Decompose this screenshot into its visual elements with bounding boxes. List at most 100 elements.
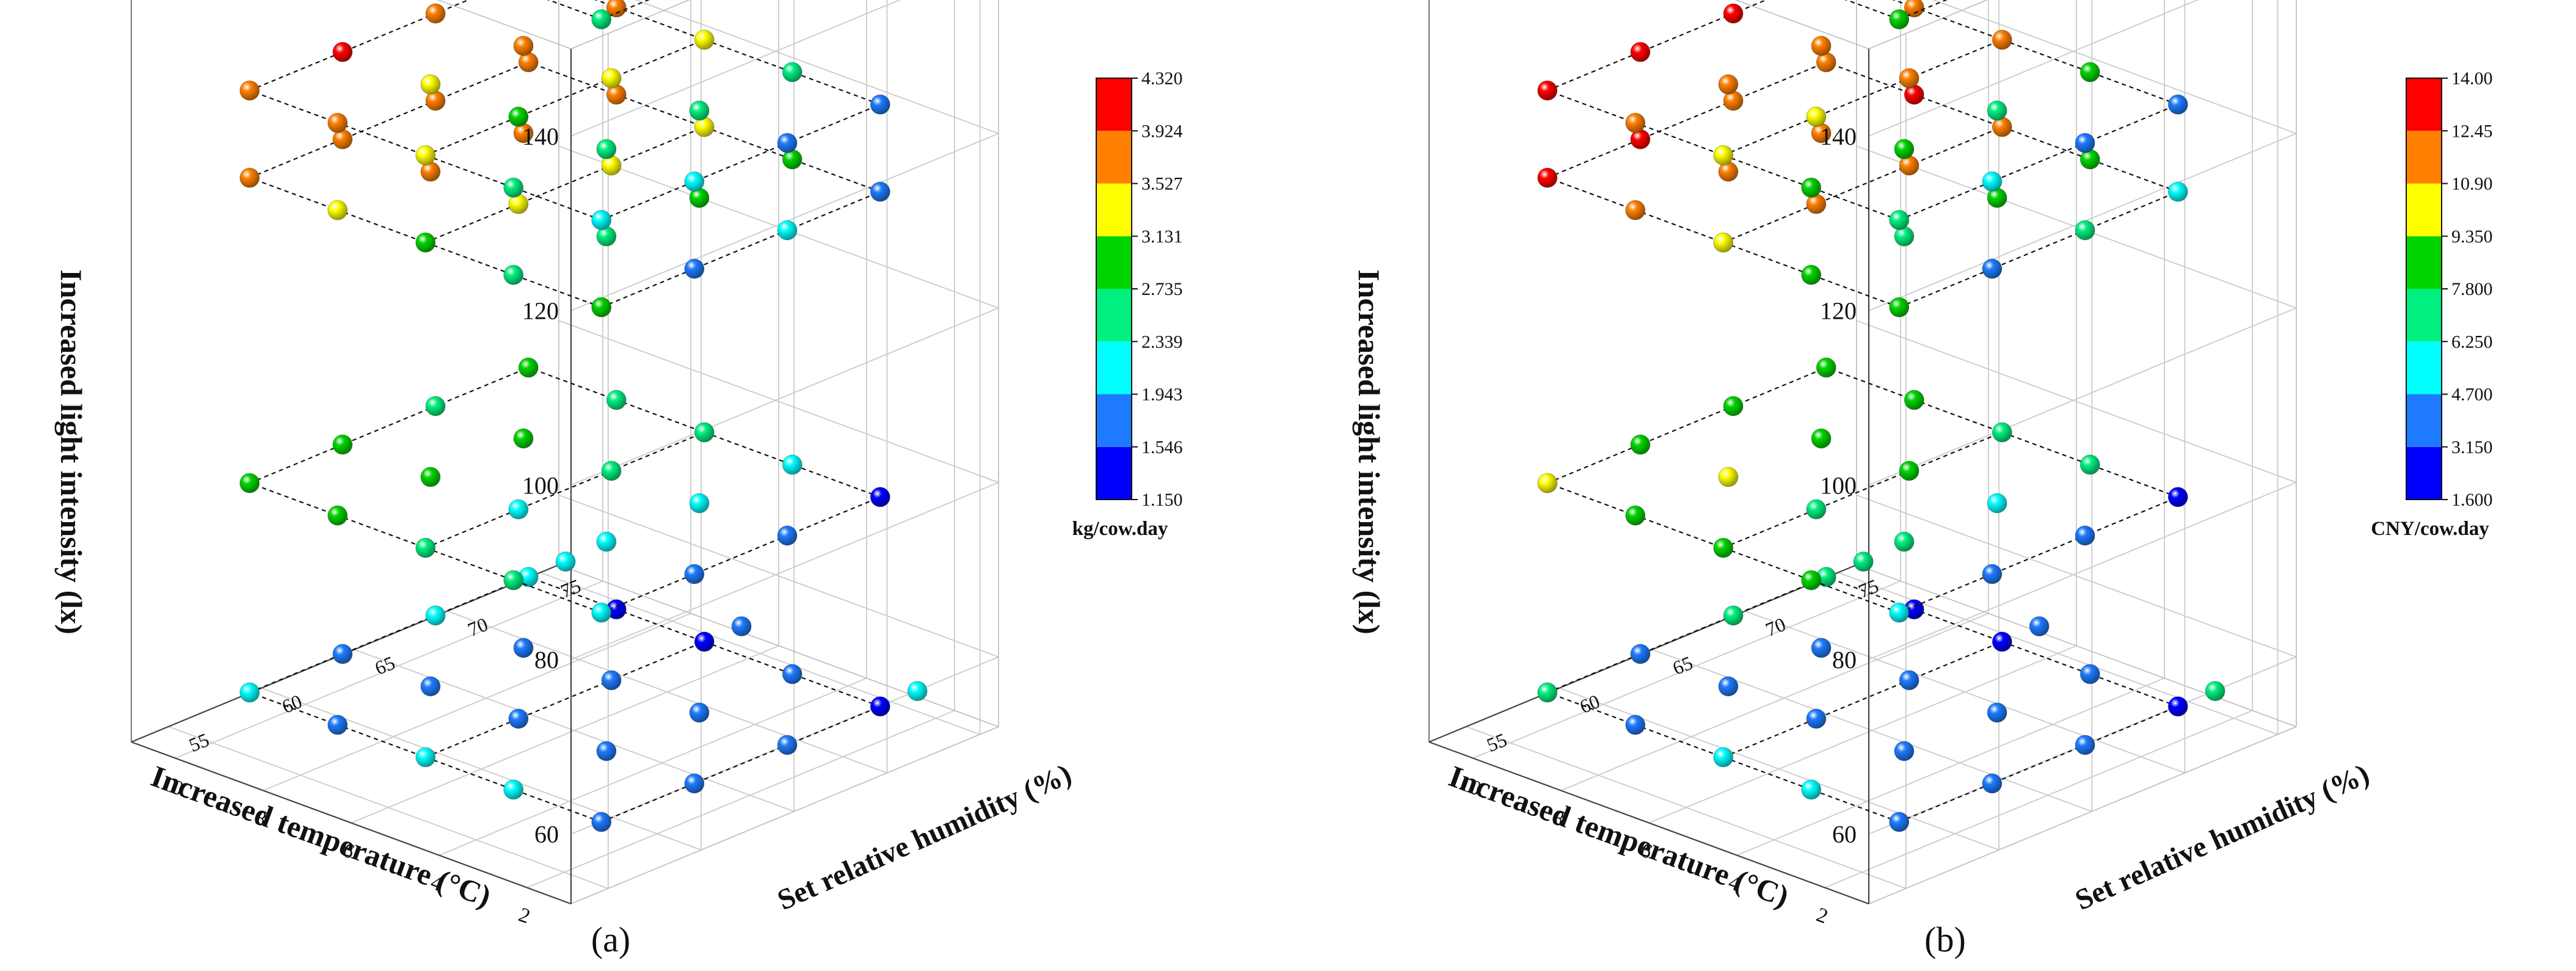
layer-frame [601, 0, 650, 20]
colorbar-segment [1096, 78, 1132, 131]
box-edge [1734, 0, 1869, 49]
data-point [2205, 681, 2225, 702]
grid-line [438, 677, 867, 856]
data-point [420, 74, 441, 95]
colorbar-tick-label: 6.250 [2451, 332, 2493, 352]
layer-frame [249, 177, 602, 308]
data-point [239, 473, 260, 493]
data-point [503, 177, 524, 198]
grid-line [1560, 613, 1989, 791]
data-point [1811, 428, 1832, 449]
grid-line [1736, 677, 2165, 856]
data-point [606, 390, 627, 410]
layer-frame [1844, 0, 1900, 20]
layer-frame [1723, 126, 2003, 244]
layer-frame [528, 576, 881, 707]
data-point [870, 94, 890, 115]
grid-line [1745, 610, 2185, 774]
grid-line [175, 580, 603, 759]
data-point [777, 735, 798, 755]
data-point [1713, 747, 1734, 768]
data-point [2079, 664, 2100, 685]
data-point [591, 209, 612, 230]
colorbar-segment [2406, 289, 2442, 342]
layer-frame [1547, 366, 1827, 484]
x-axis-title: Increased temperature (°C) [1444, 758, 1793, 914]
layer-frame [601, 104, 881, 221]
layer-frame [249, 576, 529, 693]
data-point [1806, 106, 1827, 127]
data-point [591, 9, 612, 30]
z-tick-label: 60 [1832, 821, 1857, 848]
grid-line [1559, 687, 1999, 851]
data-point [1889, 812, 1910, 832]
x-tick-label: 2 [515, 903, 533, 928]
data-point [327, 715, 348, 735]
layer-frame [249, 691, 602, 823]
layer-frame [1547, 90, 1900, 221]
grid-line [1868, 307, 2297, 486]
data-point [1713, 145, 1734, 165]
box-edge [570, 0, 691, 49]
data-point [1537, 473, 1558, 493]
grid-line [1824, 710, 2253, 889]
colorbar-segment [2406, 236, 2442, 289]
grid-line [1868, 482, 2297, 660]
data-point [2167, 487, 2188, 507]
grid-line [263, 613, 691, 791]
colorbar-tick-label: 1.943 [1141, 385, 1183, 405]
colorbar-tick-label: 10.90 [2451, 174, 2493, 194]
z-axis-title: Increased light intensity (lx) [54, 269, 89, 635]
layer-frame [594, 0, 881, 106]
colorbar-segment [1096, 289, 1132, 342]
grid-line [570, 482, 999, 660]
data-point [2167, 696, 2188, 717]
data-point [2167, 181, 2188, 202]
layer-frame [425, 431, 705, 549]
data-point [555, 551, 576, 572]
layer-frame [249, 61, 529, 179]
layer-frame [1899, 191, 2178, 308]
data-point [684, 773, 705, 794]
grid-line [354, 649, 795, 812]
data-point [1723, 396, 1744, 416]
box-edge [1868, 726, 2297, 904]
box-edge [570, 726, 999, 904]
data-point [1982, 171, 2003, 192]
data-point [508, 106, 529, 127]
data-point [689, 100, 710, 121]
z-tick-label: 100 [1820, 471, 1857, 499]
colorbar-tick-label: 2.339 [1141, 332, 1183, 352]
layer-frame [249, 366, 529, 484]
data-point [1889, 297, 1910, 318]
x-tick-label: 2 [1813, 903, 1831, 928]
data-point [1801, 570, 1822, 591]
z-tick-label: 60 [534, 821, 559, 848]
data-point [513, 428, 534, 449]
data-point [731, 616, 752, 637]
data-point [1537, 682, 1558, 703]
colorbar-segment [1096, 131, 1132, 184]
colorbar-tick-label: 2.735 [1141, 279, 1183, 299]
data-point [907, 681, 928, 702]
layer-frame [1547, 482, 1900, 614]
colorbar-tick-label: 4.700 [2451, 385, 2493, 405]
colorbar-tick-label: 12.45 [2451, 121, 2493, 141]
layer-frame [601, 496, 881, 614]
data-point [332, 434, 353, 455]
data-point [2075, 735, 2095, 755]
data-point [601, 670, 622, 691]
data-point [508, 708, 529, 729]
data-point [601, 460, 622, 481]
data-point [1982, 258, 2003, 279]
data-point [415, 537, 436, 558]
data-point [777, 525, 798, 546]
data-point [1718, 676, 1739, 697]
data-point [1806, 708, 1827, 729]
grid-line [570, 307, 999, 486]
layer-frame [1892, 0, 2178, 106]
data-point [1718, 467, 1739, 487]
data-point [1889, 602, 1910, 623]
layer-frame [1547, 177, 1900, 308]
grid-line [1868, 0, 2199, 137]
